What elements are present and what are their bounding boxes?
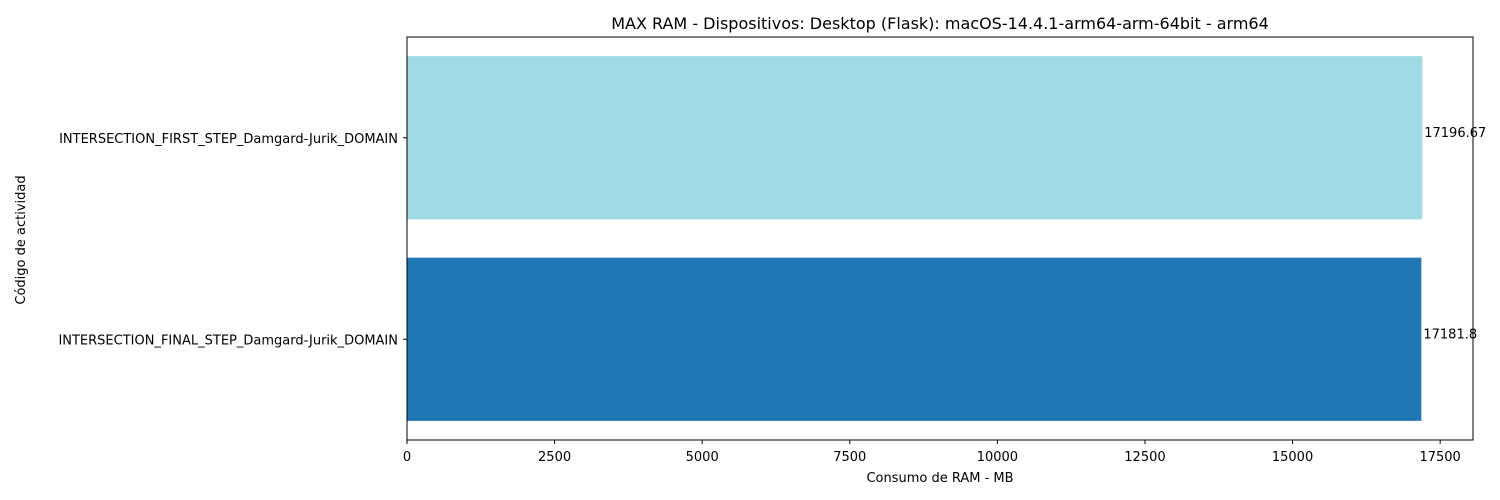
data-labels: 17196.67 17181.8 — [1423, 126, 1486, 343]
x-axis: 0 2500 5000 7500 10000 12500 15000 17500 — [403, 440, 1461, 465]
bars — [407, 56, 1423, 421]
data-label-1: 17196.67 — [1424, 126, 1486, 141]
y-axis: INTERSECTION_FIRST_STEP_Damgard-Jurik_DO… — [58, 132, 407, 348]
x-tick-label-7: 15000 — [1272, 450, 1313, 465]
x-axis-label: Consumo de RAM - MB — [866, 471, 1013, 486]
x-tick-label-2: 2500 — [538, 450, 571, 465]
x-tick-label-6: 12500 — [1124, 450, 1165, 465]
y-tick-label-2: INTERSECTION_FINAL_STEP_Damgard-Jurik_DO… — [58, 333, 398, 348]
x-tick-label-8: 17500 — [1419, 450, 1460, 465]
chart-title: MAX RAM - Dispositivos: Desktop (Flask):… — [611, 14, 1269, 33]
x-tick-label-5: 10000 — [977, 450, 1018, 465]
y-tick-label-1: INTERSECTION_FIRST_STEP_Damgard-Jurik_DO… — [59, 132, 398, 147]
data-label-2: 17181.8 — [1423, 327, 1477, 342]
y-axis-label: Código de actividad — [14, 175, 29, 304]
x-tick-label-3: 5000 — [686, 450, 719, 465]
bar-2 — [407, 257, 1422, 421]
x-tick-label-4: 7500 — [833, 450, 866, 465]
x-tick-label-1: 0 — [403, 450, 411, 465]
bar-1 — [407, 56, 1423, 220]
plot-frame — [406, 36, 1474, 441]
